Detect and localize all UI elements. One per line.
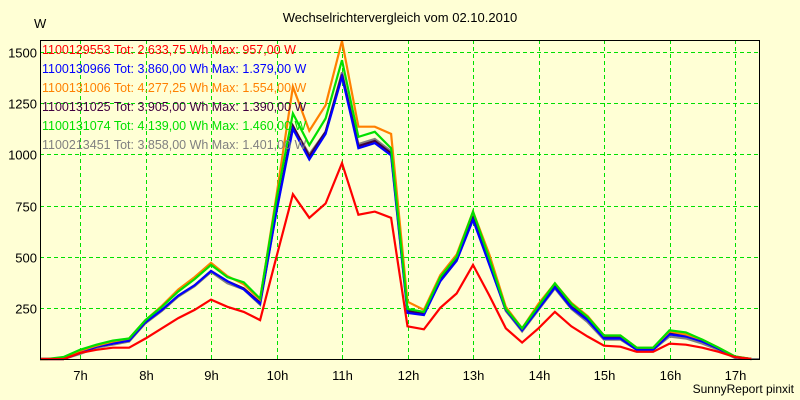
x-tick-label: 13h <box>463 368 485 383</box>
y-tick-label: 1500 <box>8 46 37 61</box>
footer-credit: SunnyReport pinxit <box>692 382 794 396</box>
series-lines <box>40 40 759 361</box>
legend-entry-1100213451: 1100213451 Tot: 3.858,00 Wh Max: 1.401,0… <box>42 138 307 152</box>
legend: 1100129553 Tot: 2.633,75 Wh Max: 957,00 … <box>42 43 307 152</box>
x-tick-label: 11h <box>332 368 353 383</box>
series-line-1100129553 <box>40 159 752 361</box>
legend-entry-1100131006: 1100131006 Tot: 4.277,25 Wh Max: 1.554,0… <box>42 81 307 95</box>
x-tick-label: 16h <box>660 368 682 383</box>
axes: 250 500 750 1000 1250 1500 7h 8h 9h 10h 11h 12h 13h 1… <box>8 40 760 383</box>
x-tick-label: 10h <box>267 368 289 383</box>
x-tick-label: 14h <box>529 368 551 383</box>
legend-entry-1100131025: 1100131025 Tot: 3.905,00 Wh Max: 1.390,0… <box>42 100 307 114</box>
y-tick-label: 250 <box>15 302 37 317</box>
x-tick-label: 9h <box>204 368 218 383</box>
y-tick-label: 500 <box>15 251 37 266</box>
y-tick-label: 1000 <box>8 148 37 163</box>
chart-title: Wechselrichtervergleich vom 02.10.2010 <box>282 10 518 25</box>
x-tick-label: 17h <box>725 368 747 383</box>
legend-entry-1100131074: 1100131074 Tot: 4.139,00 Wh Max: 1.460,0… <box>42 119 307 133</box>
x-tick-label: 7h <box>73 368 87 383</box>
series-line-1100131074 <box>40 59 752 361</box>
y-tick-label: 750 <box>15 200 37 215</box>
y-tick-label: 1250 <box>8 97 37 112</box>
legend-entry-1100129553: 1100129553 Tot: 2.633,75 Wh Max: 957,00 … <box>42 43 296 57</box>
x-tick-label: 12h <box>398 368 420 383</box>
legend-entry-1100130966: 1100130966 Tot: 3.860,00 Wh Max: 1.379,0… <box>42 62 307 76</box>
y-axis-unit: W <box>34 16 47 31</box>
x-tick-label: 8h <box>139 368 153 383</box>
x-tick-label: 15h <box>594 368 616 383</box>
plot-frame <box>40 40 760 360</box>
